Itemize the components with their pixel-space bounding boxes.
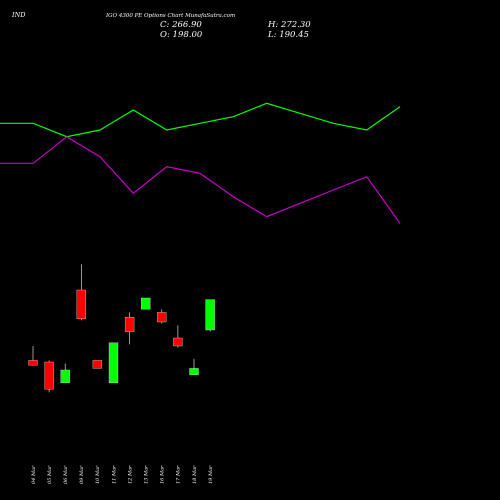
x-tick-label: 12 Mar	[127, 465, 133, 484]
x-tick-label: 10 Mar	[95, 465, 101, 484]
candle-body	[76, 289, 86, 319]
indicator-lines	[0, 102, 401, 224]
series-line-2	[0, 135, 401, 224]
candle	[76, 264, 86, 321]
x-tick-label: 11 Mar	[111, 465, 117, 484]
chart-subtitle: IGO 4300 PE Options Chart MunafaSutra.co…	[105, 13, 235, 19]
x-tick-label: 05 Mar	[47, 465, 53, 484]
candle-body	[28, 360, 38, 366]
candle-body	[124, 317, 135, 332]
x-tick-label: 09 Mar	[79, 465, 85, 484]
candlesticks	[28, 264, 215, 393]
high-value: H: 272.30	[267, 20, 311, 30]
candle-body	[157, 312, 167, 323]
close-value: C: 266.90	[160, 20, 202, 30]
candle-body	[173, 337, 183, 347]
candle-body	[141, 297, 151, 310]
candle	[60, 363, 70, 383]
candle-body	[44, 361, 54, 390]
candle-body	[60, 369, 70, 383]
candle-body	[205, 299, 215, 331]
x-tick-label: 06 Mar	[63, 465, 69, 484]
candle-body	[92, 360, 103, 369]
x-tick-label: 16 Mar	[160, 465, 166, 484]
x-tick-label: 19 Mar	[208, 465, 214, 484]
x-tick-label: 18 Mar	[192, 465, 198, 484]
candle	[108, 342, 119, 383]
candle	[44, 360, 54, 393]
candle	[157, 309, 167, 324]
symbol-label: IND	[11, 11, 26, 19]
x-tick-label: 17 Mar	[176, 465, 182, 484]
x-axis-labels: 04 Mar 05 Mar 06 Mar 09 Mar 10 Mar 11 Mar 12 M…	[31, 465, 214, 484]
candle	[173, 325, 183, 348]
candle	[141, 297, 151, 310]
candle-body	[189, 368, 199, 375]
candle	[28, 346, 38, 366]
candle	[205, 299, 215, 332]
x-tick-label: 04 Mar	[31, 465, 37, 484]
series-line-1	[0, 102, 401, 138]
x-tick-label: 13 Mar	[144, 465, 150, 484]
candle-body	[108, 342, 119, 383]
candle	[189, 358, 199, 375]
low-value: L: 190.45	[267, 30, 309, 40]
open-value: O: 198.00	[160, 30, 203, 40]
candle	[92, 360, 103, 369]
candle	[124, 312, 135, 345]
